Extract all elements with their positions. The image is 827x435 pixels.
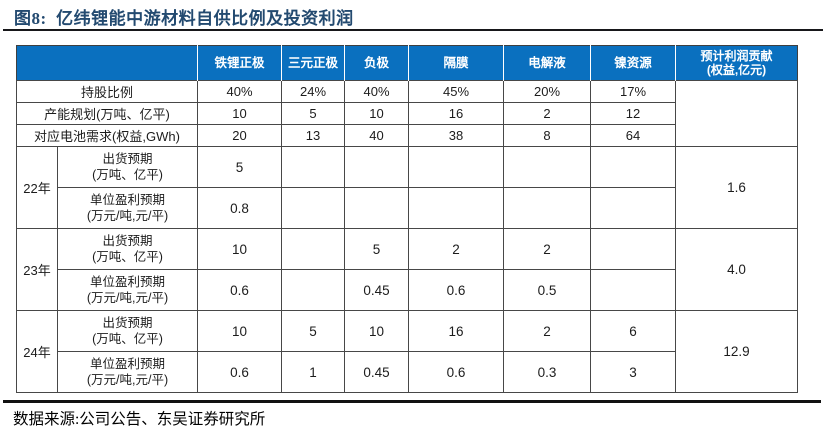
- cell-value: 40%: [344, 80, 409, 103]
- column-header-ternary-cathode: 三元正极: [281, 45, 345, 81]
- cell-value: 3: [590, 351, 676, 393]
- row-label: 单位盈利预期 (万元/吨,元/平): [57, 269, 198, 311]
- footer-rule: [3, 400, 821, 403]
- row-2022-shipment: 22年 出货预期 (万吨、亿平) 5 1.6: [16, 146, 798, 229]
- column-header-anode: 负极: [344, 45, 409, 81]
- cell-value: 0.6: [197, 269, 282, 311]
- cell-value: 2: [503, 102, 591, 125]
- cell-value: 20%: [503, 80, 591, 103]
- year-label-2023: 23年: [16, 228, 58, 311]
- header-row: 铁锂正极 三元正极 负极 隔膜 电解液 镍资源 预计利润贡献 (权益,亿元): [16, 45, 798, 81]
- row-capacity-plan: 产能规划(万吨、亿平) 10 5 10 16 2 12: [16, 102, 798, 125]
- data-source: 数据来源:公司公告、东吴证券研究所: [13, 411, 266, 428]
- cell-value: [281, 228, 345, 270]
- row-label: 出货预期 (万吨、亿平): [57, 228, 198, 270]
- title-rule: [3, 29, 823, 31]
- row-label: 持股比例: [16, 80, 198, 103]
- cell-value: 0.5: [503, 269, 591, 311]
- cell-value: 64: [590, 124, 676, 147]
- profit-value-2022: 1.6: [675, 146, 798, 229]
- cell-value: 10: [197, 310, 282, 352]
- cell-value: 5: [281, 310, 345, 352]
- profit-empty-cell: [675, 80, 798, 147]
- row-label: 单位盈利预期 (万元/吨,元/平): [57, 351, 198, 393]
- profit-value-2023: 4.0: [675, 228, 798, 311]
- column-header-profit: 预计利润贡献 (权益,亿元): [675, 45, 798, 81]
- cell-value: [503, 146, 591, 188]
- cell-value: 2: [408, 228, 504, 270]
- cell-value: 8: [503, 124, 591, 147]
- cell-value: [281, 187, 345, 229]
- column-header-nickel: 镍资源: [590, 45, 676, 81]
- cell-value: 5: [344, 228, 409, 270]
- cell-value: 0.6: [197, 351, 282, 393]
- row-label: 产能规划(万吨、亿平): [16, 102, 198, 125]
- data-table: 铁锂正极 三元正极 负极 隔膜 电解液 镍资源 预计利润贡献 (权益,亿元) 持…: [16, 45, 798, 393]
- row-label: 出货预期 (万吨、亿平): [57, 310, 198, 352]
- cell-value: 0.6: [408, 269, 504, 311]
- row-2023-unit-profit: 单位盈利预期 (万元/吨,元/平) 0.6 0.45 0.6 0.5: [17, 269, 798, 311]
- cell-value: 40%: [197, 80, 282, 103]
- corner-header-cell: [16, 45, 198, 81]
- cell-value: 17%: [590, 80, 676, 103]
- column-header-electrolyte: 电解液: [503, 45, 591, 81]
- cell-value: 10: [344, 102, 409, 125]
- column-header-lfp-cathode: 铁锂正极: [197, 45, 282, 81]
- cell-value: 5: [197, 146, 282, 188]
- cell-value: 10: [344, 310, 409, 352]
- cell-value: [590, 228, 676, 270]
- figure-title: 图8: 亿纬锂能中游材料自供比例及投资利润: [14, 9, 354, 28]
- cell-value: 12: [590, 102, 676, 125]
- row-label: 单位盈利预期 (万元/吨,元/平): [57, 187, 198, 229]
- row-2022-unit-profit: 单位盈利预期 (万元/吨,元/平) 0.8: [17, 187, 798, 229]
- cell-value: 16: [408, 310, 504, 352]
- cell-value: 40: [344, 124, 409, 147]
- cell-value: 45%: [408, 80, 504, 103]
- cell-value: 20: [197, 124, 282, 147]
- year-label-2022: 22年: [16, 146, 58, 229]
- cell-value: 38: [408, 124, 504, 147]
- cell-value: 10: [197, 228, 282, 270]
- year-label-2024: 24年: [16, 310, 58, 393]
- row-battery-demand: 对应电池需求(权益,GWh) 20 13 40 38 8 64: [16, 124, 798, 147]
- row-2024-unit-profit: 单位盈利预期 (万元/吨,元/平) 0.6 1 0.45 0.6 0.3 3: [17, 351, 798, 393]
- cell-value: [344, 187, 409, 229]
- cell-value: 0.8: [197, 187, 282, 229]
- cell-value: 1: [281, 351, 345, 393]
- row-shareholding: 持股比例 40% 24% 40% 45% 20% 17%: [16, 80, 798, 147]
- cell-value: 0.45: [344, 351, 409, 393]
- cell-value: 10: [197, 102, 282, 125]
- cell-value: [281, 269, 345, 311]
- cell-value: [408, 146, 504, 188]
- row-2023-shipment: 23年 出货预期 (万吨、亿平) 10 5 2 2 4.0: [16, 228, 798, 311]
- cell-value: [590, 146, 676, 188]
- cell-value: 2: [503, 310, 591, 352]
- cell-value: [590, 187, 676, 229]
- column-header-separator: 隔膜: [408, 45, 504, 81]
- cell-value: 5: [281, 102, 345, 125]
- profit-value-2024: 12.9: [675, 310, 798, 393]
- cell-value: 2: [503, 228, 591, 270]
- cell-value: 24%: [281, 80, 345, 103]
- cell-value: 16: [408, 102, 504, 125]
- cell-value: [344, 146, 409, 188]
- cell-value: [590, 269, 676, 311]
- cell-value: [281, 146, 345, 188]
- cell-value: 13: [281, 124, 345, 147]
- row-label: 对应电池需求(权益,GWh): [16, 124, 198, 147]
- row-label: 出货预期 (万吨、亿平): [57, 146, 198, 188]
- row-2024-shipment: 24年 出货预期 (万吨、亿平) 10 5 10 16 2 6 12.9: [16, 310, 798, 393]
- cell-value: 0.6: [408, 351, 504, 393]
- cell-value: [503, 187, 591, 229]
- cell-value: 0.3: [503, 351, 591, 393]
- cell-value: 0.45: [344, 269, 409, 311]
- cell-value: 6: [590, 310, 676, 352]
- cell-value: [408, 187, 504, 229]
